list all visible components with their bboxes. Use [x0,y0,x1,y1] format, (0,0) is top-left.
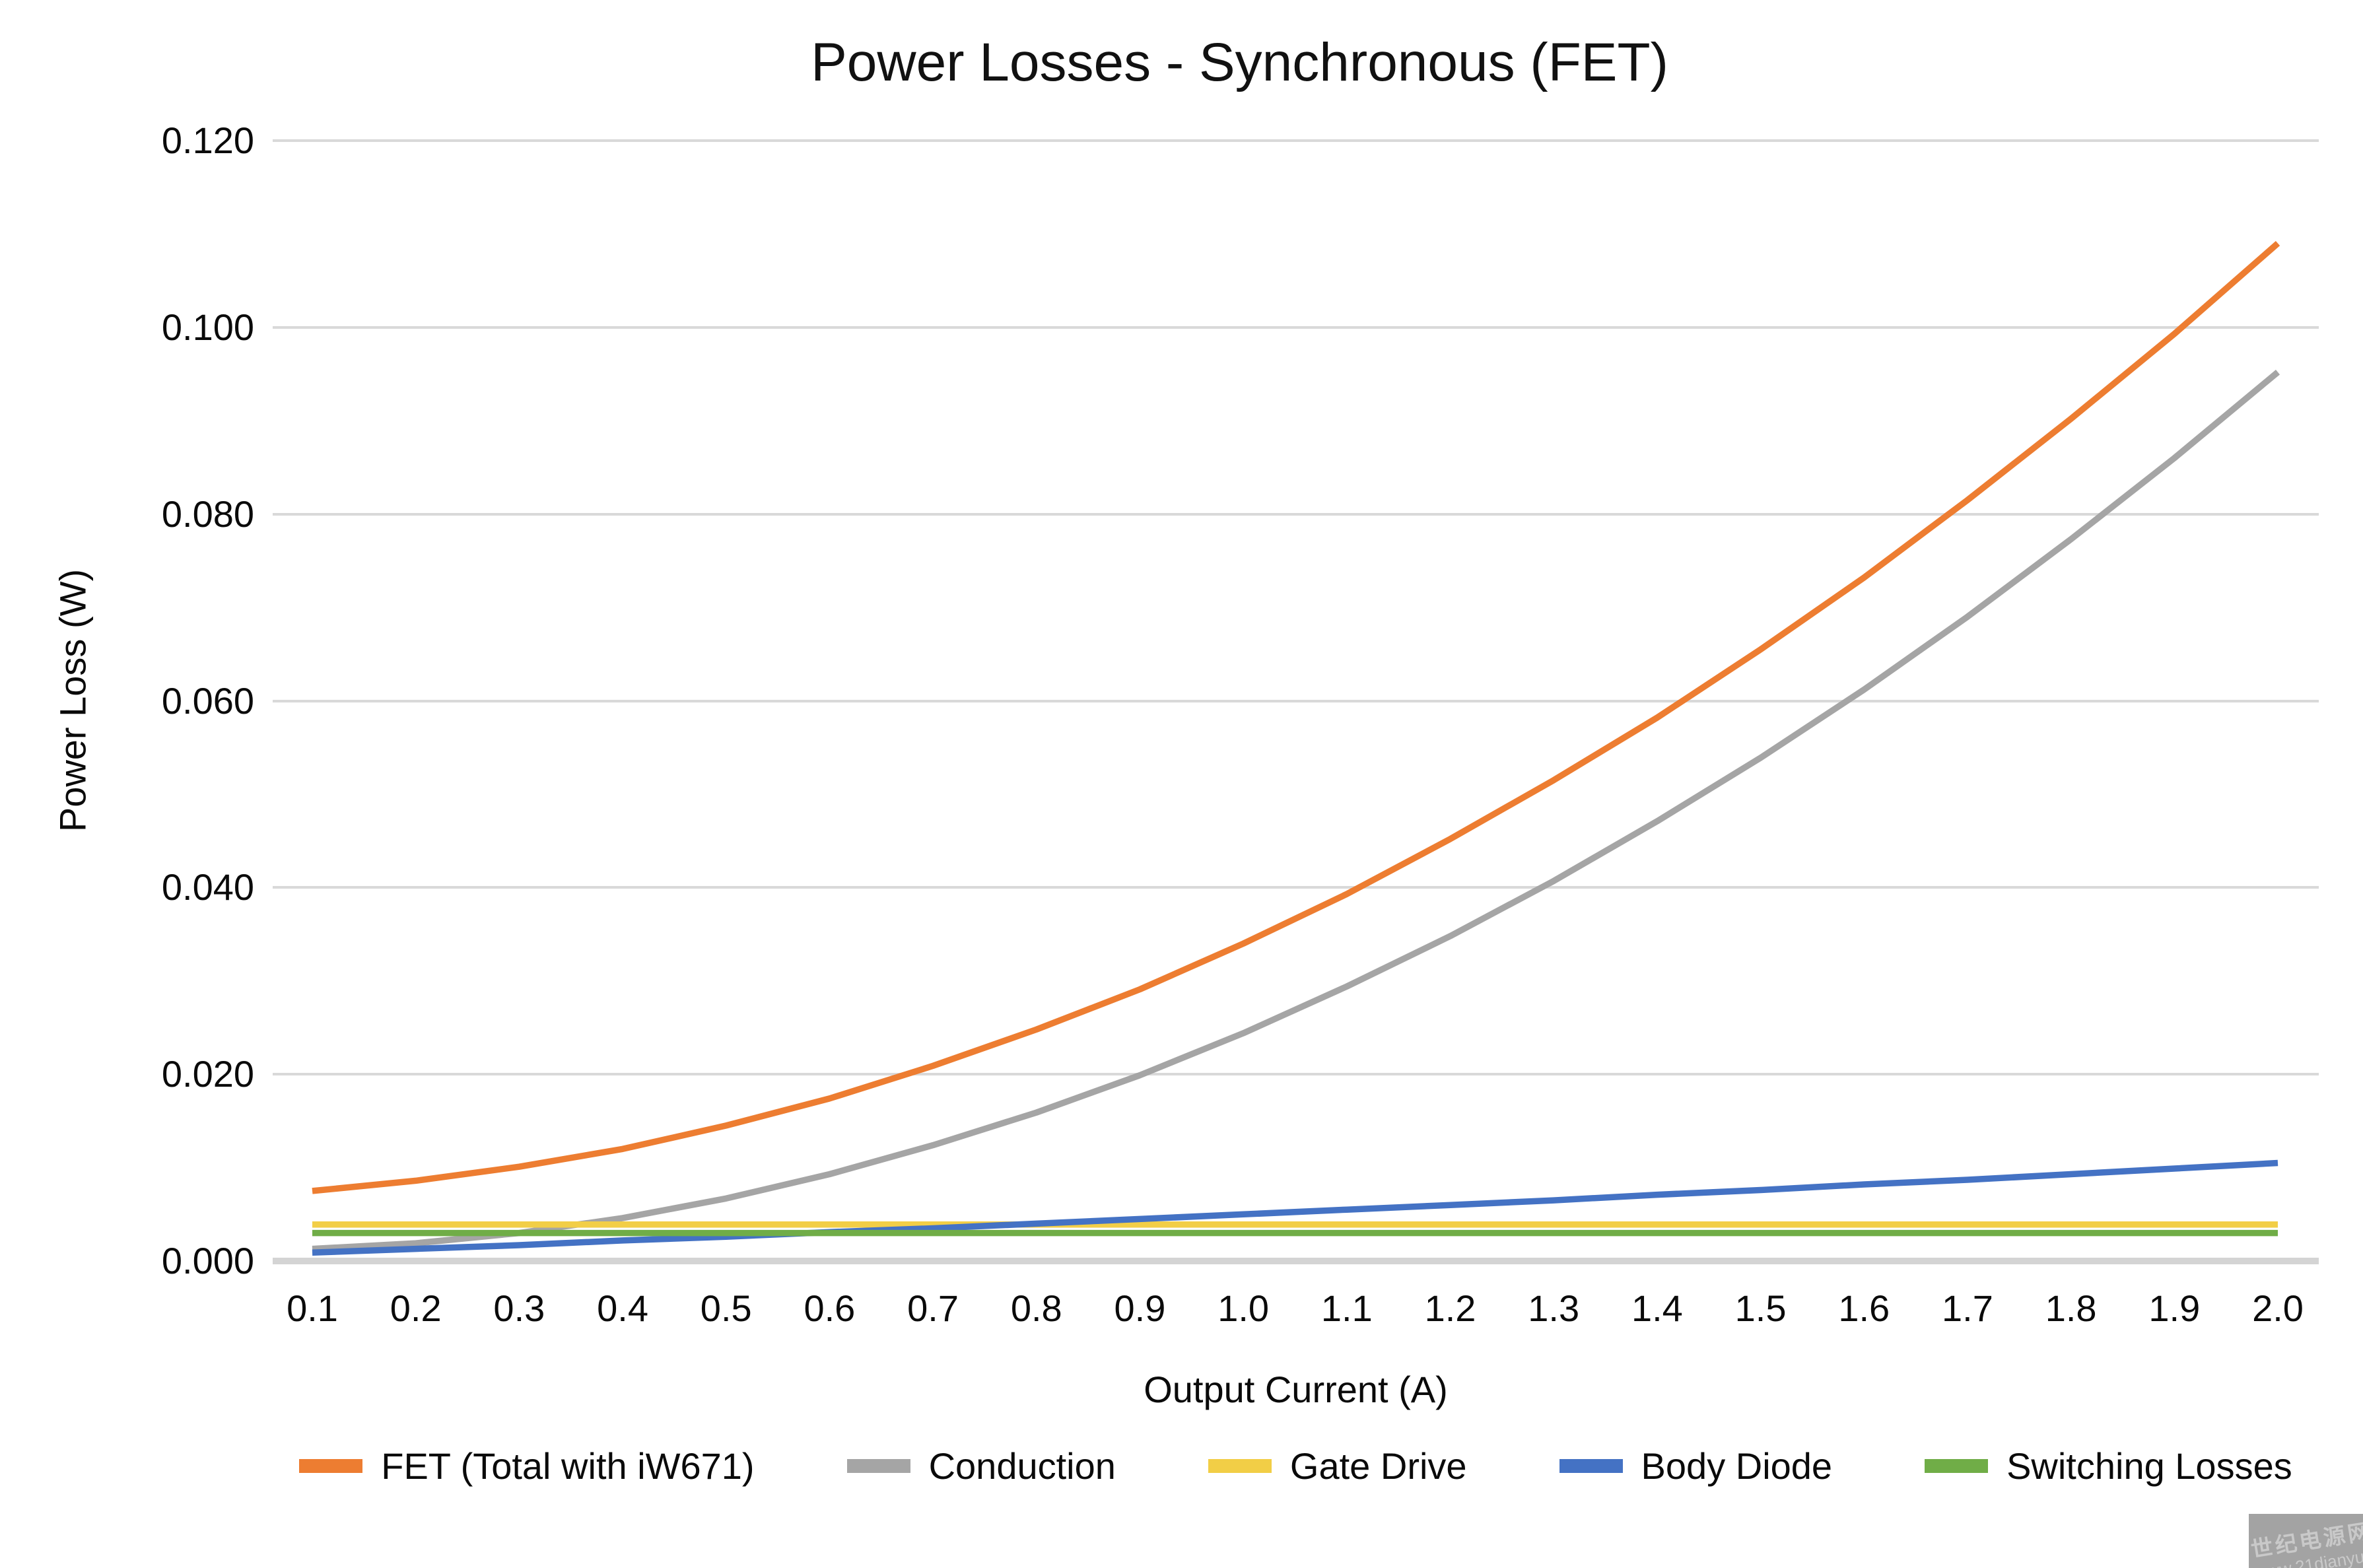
gridline-y-0.120 [273,139,2319,142]
x-tick-label-2.0: 2.0 [2252,1287,2304,1329]
legend-swatch-switching-losses [1925,1459,1989,1473]
x-tick-label-0.4: 0.4 [597,1287,648,1329]
x-tick-label-0.9: 0.9 [1114,1287,1166,1329]
x-tick-label-1.8: 1.8 [2045,1287,2097,1329]
watermark: 世纪电源网 www.21dianyuan.com [2249,1514,2363,1568]
gridline-y-0.080 [273,512,2319,516]
x-tick-label-1.0: 1.0 [1217,1287,1270,1329]
x-tick-label-0.6: 0.6 [804,1287,856,1329]
y-tick-label-0.020: 0.020 [161,1053,254,1095]
x-tick-label-1.4: 1.4 [1631,1287,1683,1329]
legend-swatch-fet-total-with-iw671 [299,1459,363,1473]
y-tick-label-0.060: 0.060 [161,679,254,722]
gridline-y-0.100 [273,325,2319,329]
x-tick-label-1.5: 1.5 [1734,1287,1787,1329]
x-tick-label-0.7: 0.7 [907,1287,959,1329]
legend-item-gate-drive: Gate Drive [1208,1445,1467,1487]
y-tick-label-0.000: 0.000 [161,1240,254,1281]
series-line-fet-total-with-iw671 [312,241,2280,1194]
legend-item-conduction: Conduction [846,1445,1116,1487]
legend-swatch-conduction [846,1459,910,1473]
legend-label-body-diode: Body Diode [1641,1445,1833,1487]
y-tick-label-0.040: 0.040 [161,866,254,908]
gridline-y-0.040 [273,886,2319,889]
x-tick-label-1.2: 1.2 [1424,1287,1476,1329]
y-axis-title: Power Loss (W) [51,568,94,833]
x-tick-label-0.8: 0.8 [1010,1287,1062,1329]
y-tick-label-0.080: 0.080 [161,493,254,535]
legend-label-switching-losses: Switching Losses [2006,1445,2292,1487]
x-tick-label-0.5: 0.5 [700,1287,752,1329]
legend-item-fet-total-with-iw671: FET (Total with iW671) [299,1445,755,1487]
y-tick-label-0.100: 0.100 [161,306,254,348]
chart-title: Power Losses - Synchronous (FET) [811,32,1668,92]
legend-label-conduction: Conduction [928,1445,1116,1487]
legend-item-switching-losses: Switching Losses [1925,1445,2292,1487]
x-axis-title: Output Current (A) [1144,1369,1448,1410]
watermark-text: 世纪电源网 www.21dianyuan.com [2249,1514,2363,1568]
x-tick-label-1.9: 1.9 [2148,1287,2201,1329]
legend: FET (Total with iW671) Conduction Gate Dri… [273,1445,2319,1487]
gridline-y-0.060 [273,699,2319,702]
gridline-y-0.020 [273,1073,2319,1076]
series-line-conduction [312,370,2280,1252]
series-line-body-diode [312,1159,2278,1256]
x-tick-label-0.1: 0.1 [287,1287,338,1329]
legend-label-fet-total-with-iw671: FET (Total with iW671) [381,1445,755,1487]
x-tick-label-1.3: 1.3 [1528,1287,1580,1329]
legend-swatch-gate-drive [1208,1459,1272,1473]
legend-item-body-diode: Body Diode [1559,1445,1833,1487]
legend-label-gate-drive: Gate Drive [1289,1445,1467,1487]
x-axis-line [273,1258,2319,1264]
y-tick-label-0.120: 0.120 [161,119,254,161]
x-tick-label-1.1: 1.1 [1320,1287,1373,1329]
x-tick-label-1.6: 1.6 [1838,1287,1890,1329]
x-tick-label-1.7: 1.7 [1942,1287,1993,1329]
legend-swatch-body-diode [1559,1459,1623,1473]
x-tick-label-0.2: 0.2 [390,1287,442,1329]
x-tick-label-0.3: 0.3 [493,1287,545,1329]
